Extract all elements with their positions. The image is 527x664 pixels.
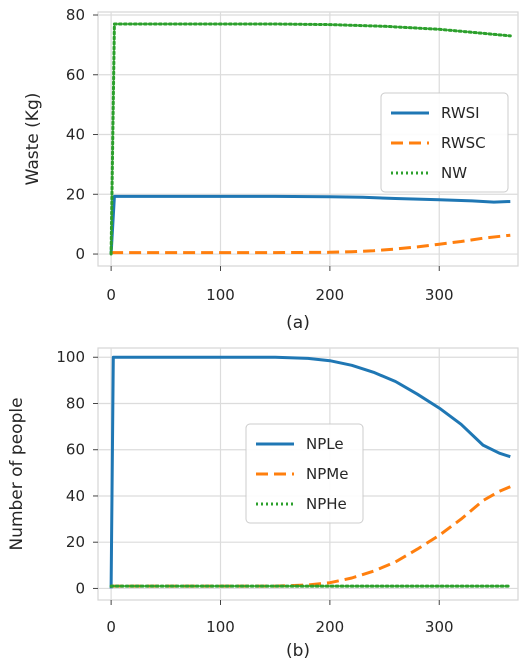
x-tick-label: 100 [206,286,235,304]
y-tick-label: 60 [66,441,85,459]
chart-panel-2: 0 100 200 300 0 20 40 60 80 100 Number of people (b… [7,347,519,661]
chart-panel-1: 0 100 200 300 0 20 40 60 80 Waste (Kg) (a) RWSI RWSC… [23,6,519,333]
legend-label-nw: NW [441,164,467,182]
y-tick-label: 40 [66,126,85,144]
y-tick-label: 20 [66,185,85,203]
x-tick-label: 200 [316,286,345,304]
x-tick-label: 200 [316,618,345,636]
series-line-rwsc [111,233,511,255]
legend-label-npme: NPMe [306,465,348,483]
legend-box [245,423,364,524]
series-line-rwsi [109,194,511,255]
y-tick-label: 80 [66,6,85,24]
x-tick-label: 100 [206,618,235,636]
y-tick-label: 80 [66,394,85,412]
y-tick-label: 40 [66,487,85,505]
y-tick-label: 20 [66,533,85,551]
y-tick-label: 60 [66,66,85,84]
x-tick-label: 0 [106,286,116,304]
legend-label-nphe: NPHe [306,495,347,513]
y-axis-label: Number of people [7,397,27,550]
legend-label-rwsi: RWSI [441,104,480,122]
x-tick-label: 300 [425,286,454,304]
y-axis-label: Waste (Kg) [23,93,43,186]
x-tick-label: 0 [106,618,116,636]
legend: NPLe NPMe NPHe [245,423,364,524]
y-tick-label: 0 [75,579,85,597]
legend-label-rwsc: RWSC [441,134,486,152]
x-tick-label: 300 [425,618,454,636]
legend-box [380,92,509,193]
legend-label-nple: NPLe [306,435,344,453]
series-line-nple [109,355,511,589]
legend: RWSI RWSC NW [380,92,509,193]
y-tick-label: 0 [75,245,85,263]
panel-caption: (a) [286,313,310,333]
y-tick-label: 100 [56,348,85,366]
series-line-nw [109,22,512,256]
panel-caption: (b) [286,641,310,661]
